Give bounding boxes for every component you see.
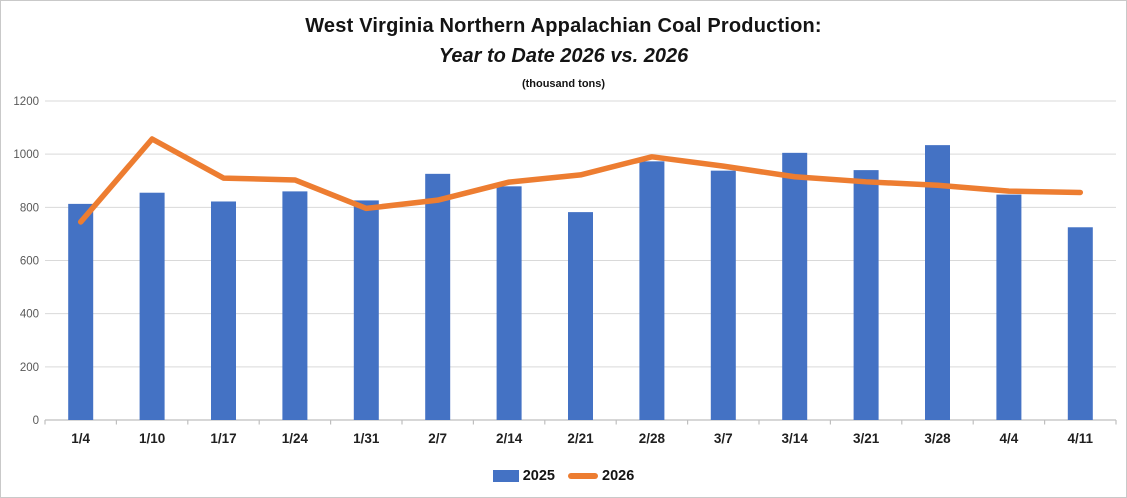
chart-units-label: (thousand tons) xyxy=(521,78,606,90)
bar-2025-1/4 xyxy=(68,203,94,420)
y-axis-tick-label-0: 0 xyxy=(33,415,39,427)
bar-2025-2/14 xyxy=(496,186,522,420)
x-axis-label-1/10: 1/10 xyxy=(139,431,165,446)
bar-2025-3/7 xyxy=(710,170,736,420)
chart-subtitle: Year to Date 2026 vs. 2026 xyxy=(438,45,689,67)
y-axis-tick-label-200: 200 xyxy=(20,362,39,374)
y-axis-tick-label-800: 800 xyxy=(20,202,39,214)
legend-label-2025: 2025 xyxy=(522,468,555,484)
x-axis-label-1/4: 1/4 xyxy=(71,431,90,446)
bar-2025-4/11 xyxy=(1067,227,1093,420)
y-axis-tick-label-1200: 1200 xyxy=(13,96,39,108)
legend-label-2026: 2026 xyxy=(602,468,635,484)
x-axis-label-2/28: 2/28 xyxy=(639,431,666,446)
chart-title: West Virginia Northern Appalachian Coal … xyxy=(305,15,822,37)
x-axis-label-3/7: 3/7 xyxy=(714,431,733,446)
x-axis-label-2/7: 2/7 xyxy=(428,431,447,446)
bar-2025-1/24 xyxy=(282,191,308,420)
bar-2025-1/10 xyxy=(139,192,165,420)
legend-item-2025: 2025 xyxy=(492,468,555,484)
chart-legend: 2025 2026 xyxy=(1,464,1126,488)
x-axis-label-3/21: 3/21 xyxy=(853,431,880,446)
legend-item-2026: 2026 xyxy=(568,468,634,484)
legend-swatch-bar-2025 xyxy=(492,470,519,482)
legend-swatch-line-2026 xyxy=(568,473,598,479)
x-axis-label-1/17: 1/17 xyxy=(210,431,236,446)
x-axis-label-4/11: 4/11 xyxy=(1068,431,1094,446)
x-axis-label-2/14: 2/14 xyxy=(496,431,523,446)
x-axis-label-3/28: 3/28 xyxy=(924,431,951,446)
x-axis-label-4/4: 4/4 xyxy=(1000,431,1019,446)
x-axis-label-3/14: 3/14 xyxy=(782,431,809,446)
bar-2025-2/28 xyxy=(639,161,665,420)
bar-2025-1/17 xyxy=(211,201,236,420)
bar-2025-3/28 xyxy=(925,145,950,420)
y-axis-tick-label-400: 400 xyxy=(20,309,39,321)
bar-2025-4/4 xyxy=(996,194,1022,420)
x-axis-label-1/24: 1/24 xyxy=(282,431,309,446)
bar-2025-3/14 xyxy=(782,152,808,420)
y-axis-tick-label-600: 600 xyxy=(20,256,39,268)
line-2026 xyxy=(77,136,1084,225)
y-axis-tick-label-1000: 1000 xyxy=(13,149,39,161)
x-axis-label-2/21: 2/21 xyxy=(567,431,594,446)
bar-2025-2/21 xyxy=(568,212,593,420)
bar-2025-1/31 xyxy=(353,200,379,420)
bar-2025-2/7 xyxy=(425,173,451,420)
x-axis-label-1/31: 1/31 xyxy=(353,431,380,446)
bar-2025-3/21 xyxy=(853,170,879,420)
